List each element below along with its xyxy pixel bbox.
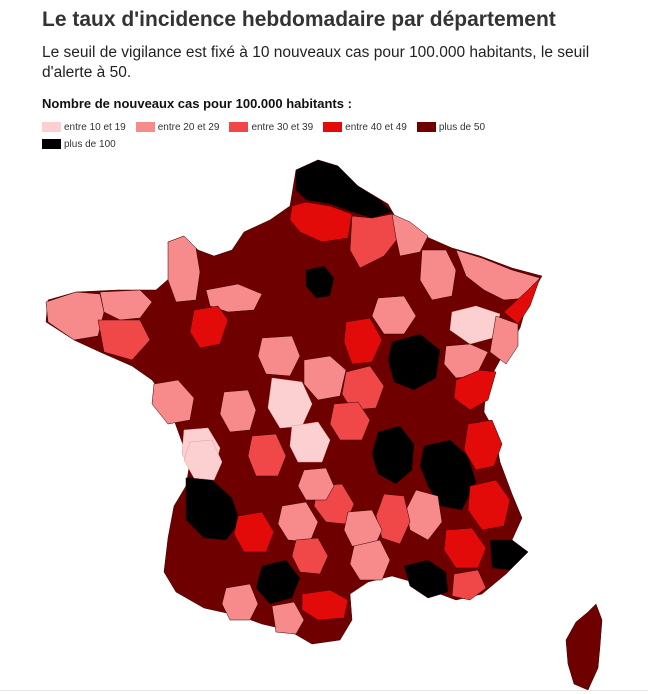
dept-orne [205,283,263,313]
dept-finistere [45,291,105,341]
dept-creuse [289,421,331,463]
legend-label: entre 40 et 49 [345,121,407,133]
dept-allier [329,401,371,441]
dept-manche [167,235,201,303]
legend-label: entre 30 et 39 [251,121,314,133]
map-title: Le taux d'incidence hebdomadaire par dép… [42,8,556,31]
dept-vienne [219,389,257,433]
dept-haute-garonne [255,559,301,605]
dept-meuse [391,213,429,257]
dept-bouches-rhone [403,559,449,599]
legend-item: entre 10 et 19 [42,121,126,133]
legend-item: entre 20 et 29 [135,121,220,133]
dept-loiret [303,355,347,401]
legend-swatch [42,139,61,149]
dept-sarthe [189,305,229,349]
bottom-divider [0,690,648,691]
dept-alpes-hp [443,527,487,569]
dept-isere [419,439,477,511]
dept-rhone [371,425,415,485]
dept-vosges [419,249,457,301]
dept-tarn [291,537,329,575]
legend-swatch [135,122,155,132]
dept-charente-maritime [183,439,223,481]
dept-ain [453,369,497,411]
dept-paris [305,265,335,299]
legend-title: Nombre de nouveaux cas pour 100.000 habi… [42,96,352,111]
dept-herault [349,539,391,581]
dept-var [451,569,487,601]
dept-cher [341,365,385,411]
legend-swatch [416,122,436,132]
dept-cote-dor [387,333,441,391]
dept-morbihan [97,319,151,361]
dept-gers [221,583,259,621]
dept-ardeche [375,493,411,545]
map-subtitle: Le seuil de vigilance est fixé à 10 nouv… [42,44,590,81]
dept-dordogne [233,511,275,553]
legend-swatch [229,122,249,132]
legend: entre 10 et 19 entre 20 et 29 entre 30 e… [42,121,562,150]
legend-label: entre 20 et 29 [157,121,220,133]
legend-item: plus de 50 [416,121,486,133]
legend-item: plus de 100 [42,138,116,150]
dept-alpes-maritimes [489,539,529,571]
dept-haut-rhin [503,277,541,325]
legend-swatch [42,122,61,132]
dept-haute-savoie [463,419,503,471]
dept-eure-loir [257,335,301,377]
dept-aude [301,589,349,621]
legend-label: plus de 50 [438,121,486,133]
dept-haute-saone [449,305,501,345]
dept-marne [349,213,399,269]
legend-swatch [323,122,343,132]
dept-aube [371,295,417,335]
dept-ariege [271,601,305,635]
dept-nord [295,159,393,219]
dept-doubs [489,315,519,365]
legend-item: entre 40 et 49 [323,121,407,133]
dept-cotes-armor [99,289,153,321]
corsica [565,603,603,691]
dept-cantal [297,467,335,501]
dept-vendee [151,379,195,425]
legend-item: entre 30 et 39 [229,121,313,133]
dept-somme [289,201,353,243]
dept-hautes-alpes [467,479,511,531]
legend-label: plus de 100 [64,138,116,150]
dept-haute-vienne [247,433,287,477]
dept-yonne [343,317,383,365]
legend-label: entre 10 et 19 [64,121,126,133]
